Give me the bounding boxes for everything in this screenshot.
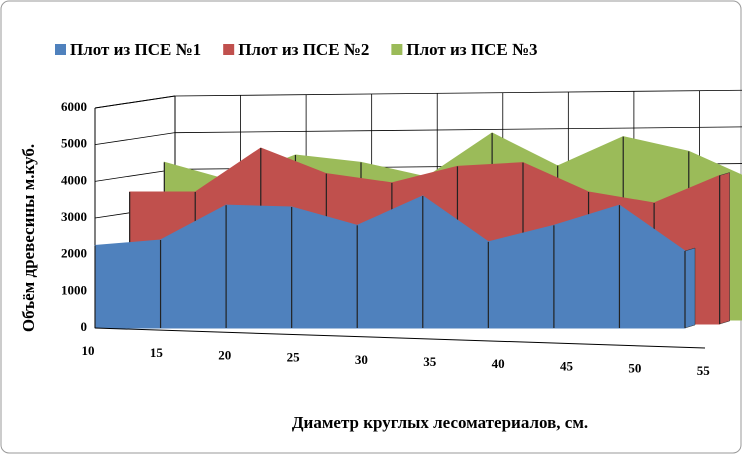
legend-swatch: [223, 44, 235, 55]
x-tick-label: 10: [82, 343, 95, 358]
axis-line: [94, 327, 706, 349]
x-tick-label: 55: [697, 363, 711, 378]
x-tick-label: 15: [150, 345, 164, 360]
grid-line: [94, 132, 176, 146]
legend-label: Плот из ПСЕ №2: [238, 40, 369, 59]
grid-line: [174, 89, 742, 97]
x-tick-label: 50: [628, 361, 641, 376]
x-tick-label: 35: [423, 354, 437, 369]
y-tick-label: 4000: [61, 172, 87, 187]
y-tick-label: 3000: [61, 209, 87, 224]
x-tick-label: 45: [560, 358, 574, 373]
legend-label: Плот из ПСЕ №3: [406, 40, 537, 59]
y-tick-label: 1000: [61, 282, 87, 297]
area-side: [719, 172, 730, 325]
y-axis-label: Объём древесины м.куб.: [19, 144, 38, 332]
y-tick-label: 5000: [61, 136, 87, 151]
x-axis-label: Диаметр круглых лесоматериалов, см.: [292, 413, 588, 432]
x-tick-label: 20: [218, 347, 231, 362]
x-tick-label: 25: [287, 350, 301, 365]
legend-swatch: [55, 44, 66, 55]
area-side: [684, 247, 696, 329]
y-tick-label: 6000: [61, 99, 87, 114]
x-tick-label: 40: [492, 356, 505, 371]
grid-line: [174, 126, 742, 134]
grid-line: [94, 168, 176, 182]
x-tick-label: 30: [355, 352, 368, 367]
legend-swatch: [391, 44, 403, 55]
y-tick-label: 2000: [61, 246, 87, 261]
legend-label: Плот из ПСЕ №1: [70, 40, 201, 59]
y-tick-label: 0: [81, 319, 88, 334]
grid-line: [94, 95, 176, 109]
